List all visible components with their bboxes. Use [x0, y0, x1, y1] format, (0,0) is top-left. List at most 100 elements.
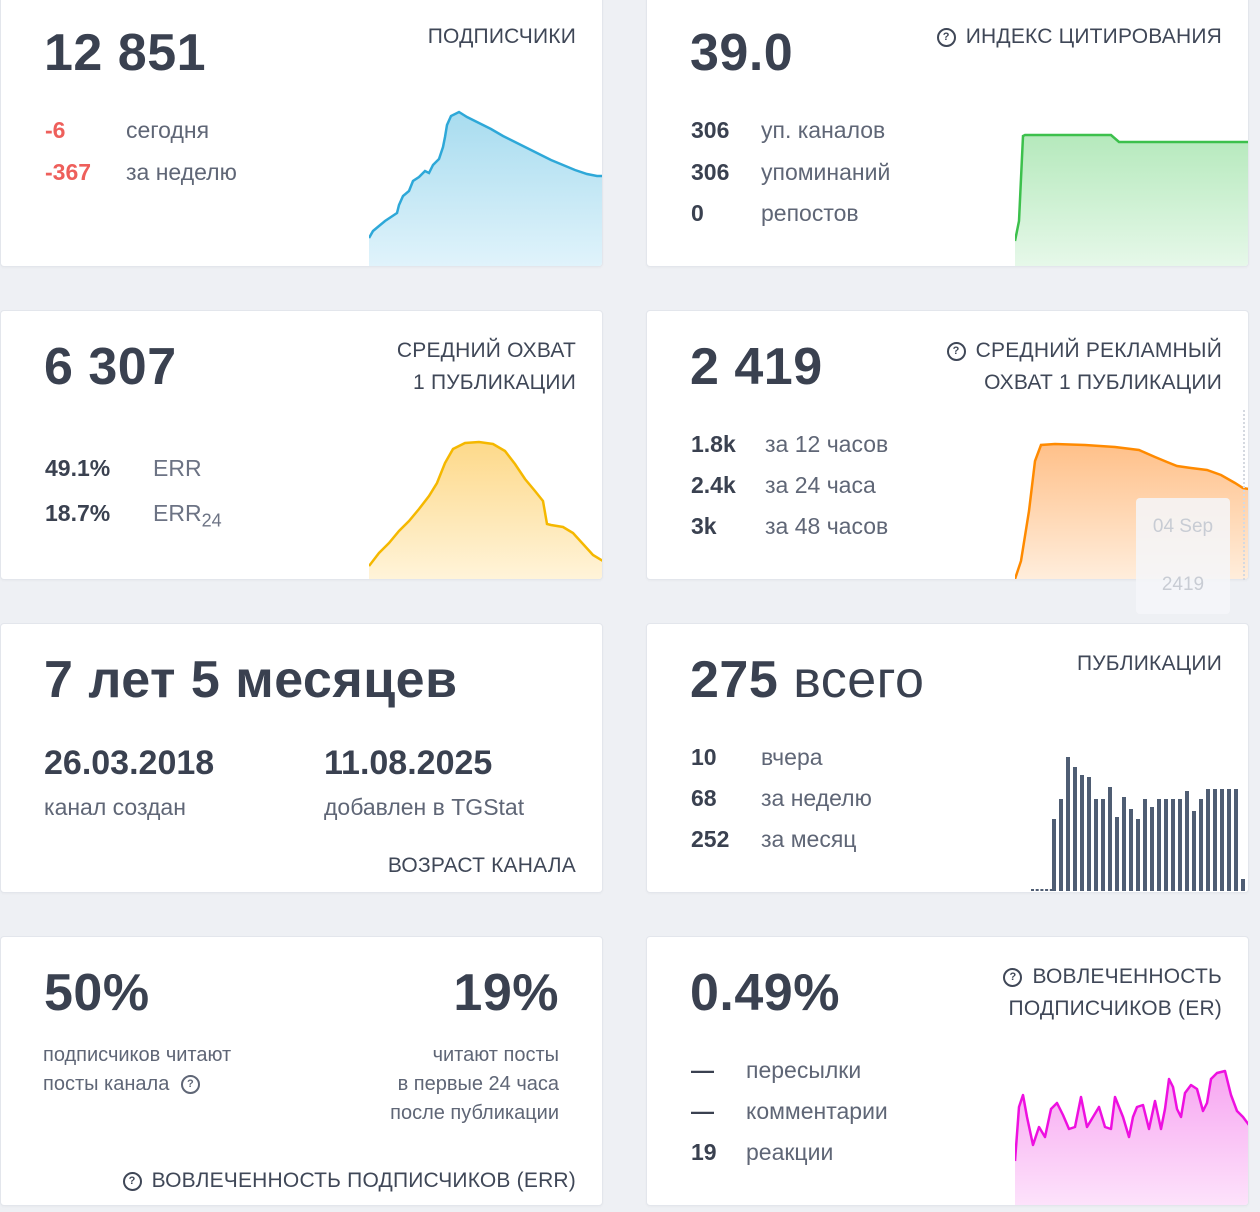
bar: [1143, 799, 1147, 891]
stat-row: 306 упоминаний: [691, 152, 890, 193]
reach-card[interactable]: 6 307 СРЕДНИЙ ОХВАТ 1 ПУБЛИКАЦИИ 49.1% ER…: [0, 310, 603, 580]
stat-row: 3k за 48 часов: [691, 506, 888, 547]
bar: [1122, 797, 1126, 891]
stat-row: 18.7% ERR24: [45, 493, 222, 542]
err-left-text: подписчиков читают посты канала ?: [43, 1041, 231, 1099]
created-label: канал создан: [44, 794, 186, 820]
channel-age-value: 7 лет 5 месяцев: [44, 651, 458, 709]
ad-reach-24h-value: 2.4k: [691, 472, 736, 498]
bar: [1115, 817, 1119, 891]
help-circle-icon[interactable]: ?: [1003, 968, 1023, 987]
sparkline-line: [1015, 133, 1248, 242]
bar: [1087, 777, 1091, 891]
sparkline-line: [369, 110, 602, 239]
stat-row: 10 вчера: [691, 737, 823, 778]
ad-reach-12h-value: 1.8k: [691, 431, 736, 457]
age-card[interactable]: 7 лет 5 месяцев 26.03.2018 канал создан …: [0, 623, 603, 893]
citation-reposts-value: 0: [691, 200, 704, 226]
bar: [1185, 791, 1189, 891]
bar: [1066, 757, 1070, 891]
chart-crosshair: [1243, 410, 1247, 580]
bar: [1049, 889, 1053, 891]
reach-err24-value: 18.7%: [45, 500, 111, 526]
stat-row: 0 репостов: [691, 193, 859, 234]
help-circle-icon[interactable]: ?: [122, 1172, 142, 1191]
err-caption-text: ВОВЛЕЧЕННОСТЬ ПОДПИСЧИКОВ (ERR): [151, 1169, 576, 1192]
bar: [1199, 799, 1203, 891]
stat-row: — пересылки: [691, 1050, 861, 1091]
err-caption: ? ВОВЛЕЧЕННОСТЬ ПОДПИСЧИКОВ (ERR): [122, 1165, 576, 1197]
bar: [1073, 767, 1077, 891]
created-date: 26.03.2018: [44, 744, 215, 782]
citation-mentions-value: 306: [691, 159, 730, 185]
sparkline-area: [1015, 135, 1248, 266]
bar: [1059, 799, 1063, 891]
posts-month-value: 252: [691, 826, 730, 852]
ad-reach-caption: ? СРЕДНИЙ РЕКЛАМНЫЙ ОХВАТ 1 ПУБЛИКАЦИИ: [946, 335, 1222, 399]
posts-week-label: за неделю: [761, 785, 872, 811]
posts-yesterday-label: вчера: [761, 744, 823, 770]
ad-reach-12h-label: за 12 часов: [765, 431, 889, 457]
posts-caption: ПУБЛИКАЦИИ: [1076, 652, 1222, 675]
err-right-text-line1: читают посты: [432, 1044, 559, 1066]
er-value: 0.49%: [690, 964, 840, 1022]
er-sparkline[interactable]: [1015, 1037, 1249, 1206]
ad-reach-caption-line1: СРЕДНИЙ РЕКЛАМНЫЙ: [975, 339, 1222, 362]
er-card[interactable]: 0.49% ? ВОВЛЕЧЕННОСТЬ ПОДПИСЧИКОВ (ER) — п…: [646, 936, 1249, 1206]
stat-row: 68 за неделю: [691, 778, 872, 819]
reach-err24-label: ERR: [153, 500, 202, 526]
stat-row: 306 уп. каналов: [691, 110, 885, 151]
ad-reach-48h-value: 3k: [691, 513, 717, 539]
stat-row: -367 за неделю: [45, 152, 237, 193]
er-comments-value: —: [691, 1098, 714, 1124]
err-card[interactable]: 50% подписчиков читают посты канала ? 19…: [0, 936, 603, 1206]
bar: [1052, 819, 1056, 891]
citation-card[interactable]: 39.0 ? ИНДЕКС ЦИТИРОВАНИЯ 306 уп. каналов …: [646, 0, 1249, 267]
help-circle-icon[interactable]: ?: [946, 342, 966, 361]
subscribers-sparkline[interactable]: [369, 101, 603, 266]
bar: [1045, 889, 1049, 891]
help-circle-icon[interactable]: ?: [180, 1075, 200, 1094]
reach-caption-line1: СРЕДНИЙ ОХВАТ: [396, 339, 576, 362]
bar: [1164, 799, 1168, 891]
age-caption: ВОЗРАСТ КАНАЛА: [387, 854, 576, 877]
citation-reposts-label: репостов: [761, 200, 859, 226]
posts-bar-chart[interactable]: [1031, 749, 1249, 893]
bar: [1206, 789, 1210, 891]
er-caption: ? ВОВЛЕЧЕННОСТЬ ПОДПИСЧИКОВ (ER): [1003, 961, 1222, 1025]
reach-sparkline[interactable]: [369, 431, 603, 580]
stat-row: 252 за месяц: [691, 819, 856, 860]
err-left-text-line2: посты канала: [43, 1073, 170, 1095]
bar: [1136, 819, 1140, 891]
citation-channels-label: уп. каналов: [761, 117, 886, 143]
bar: [1129, 809, 1133, 891]
er-forwards-label: пересылки: [746, 1057, 862, 1083]
posts-month-label: за месяц: [761, 826, 857, 852]
stat-row: 19 реакции: [691, 1132, 833, 1173]
ad-reach-24h-label: за 24 часа: [765, 472, 876, 498]
sparkline-area: [369, 442, 602, 579]
stat-row: — комментарии: [691, 1091, 888, 1132]
bar: [1241, 879, 1245, 891]
sparkline-area: [1015, 1071, 1248, 1205]
reach-value: 6 307: [44, 338, 177, 396]
chart-tooltip: 04 Sep 2419: [1136, 498, 1230, 614]
ad-reach-value: 2 419: [690, 338, 823, 396]
er-forwards-value: —: [691, 1057, 714, 1083]
citation-sparkline[interactable]: [1015, 121, 1249, 266]
posts-card[interactable]: 275 всего ПУБЛИКАЦИИ 10 вчера 68 за неделю…: [646, 623, 1249, 893]
help-circle-icon[interactable]: ?: [936, 28, 956, 47]
citation-channels-value: 306: [691, 117, 730, 143]
tooltip-date: 04 Sep: [1152, 516, 1214, 537]
er-reactions-label: реакции: [746, 1139, 834, 1165]
ad-reach-card[interactable]: 2 419 ? СРЕДНИЙ РЕКЛАМНЫЙ ОХВАТ 1 ПУБЛИКА…: [646, 310, 1249, 580]
bar: [1080, 775, 1084, 891]
bar: [1227, 789, 1231, 891]
er-caption-line2: ПОДПИСЧИКОВ (ER): [1008, 997, 1222, 1020]
subscribers-card[interactable]: 12 851 ПОДПИСЧИКИ -6 сегодня -367 за недел…: [0, 0, 603, 267]
stat-row: 1.8k за 12 часов: [691, 424, 888, 465]
citation-mentions-label: упоминаний: [761, 159, 891, 185]
subscribers-today-label: сегодня: [126, 117, 210, 143]
added-date: 11.08.2025: [324, 744, 493, 782]
ad-reach-48h-label: за 48 часов: [765, 513, 889, 539]
